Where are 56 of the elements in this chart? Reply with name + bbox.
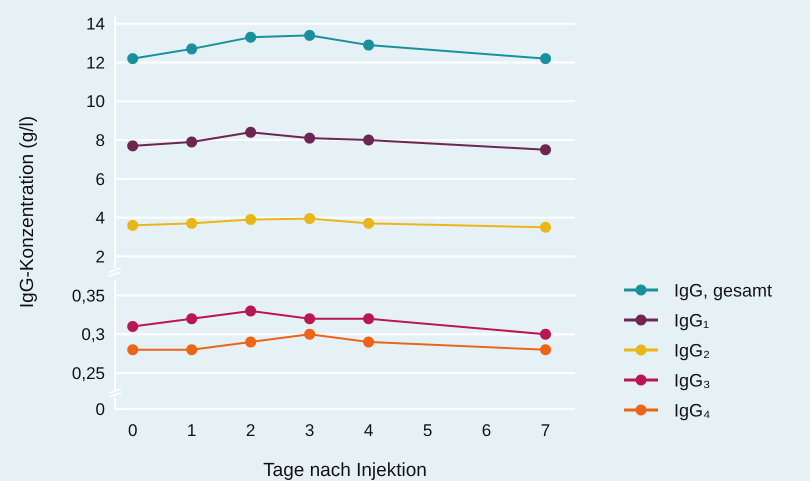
x-tick-label: 0 xyxy=(128,421,138,440)
x-axis-title: Tage nach Injektion xyxy=(263,460,427,481)
legend-label: IgG₃ xyxy=(674,370,710,390)
point xyxy=(363,218,374,229)
point xyxy=(304,132,316,144)
x-tick-label: 4 xyxy=(364,421,374,440)
point xyxy=(245,305,256,316)
point xyxy=(186,344,198,356)
x-tick-label: 1 xyxy=(186,421,196,440)
point xyxy=(127,320,138,332)
point xyxy=(127,140,138,152)
point xyxy=(304,313,316,324)
legend-label: IgG₁ xyxy=(674,310,710,330)
point xyxy=(540,328,552,340)
y-tick-label: 0,3 xyxy=(81,325,105,344)
y-tick-label: 12 xyxy=(86,53,105,72)
text: 0 xyxy=(96,400,105,419)
y-tick-label: 10 xyxy=(86,92,105,112)
point xyxy=(363,40,374,51)
y-tick-label: 0,25 xyxy=(72,364,105,383)
point xyxy=(127,220,138,231)
x-tick-label: 3 xyxy=(304,421,314,440)
point xyxy=(245,126,256,138)
point xyxy=(363,313,374,324)
legend-label: IgG₂ xyxy=(674,340,710,360)
x-tick-label: 6 xyxy=(482,421,492,440)
point xyxy=(304,328,316,340)
x-tick-label: 2 xyxy=(246,421,256,440)
point xyxy=(186,218,198,229)
legend-label: IgG₄ xyxy=(674,400,710,420)
x-tick-label: 7 xyxy=(540,421,550,440)
point xyxy=(540,222,552,233)
point xyxy=(363,336,374,348)
y-tick-label: 8 xyxy=(96,130,105,150)
point xyxy=(186,136,198,148)
point xyxy=(245,32,256,43)
point xyxy=(186,313,198,324)
point xyxy=(245,336,256,348)
point xyxy=(127,344,138,356)
point xyxy=(304,213,316,224)
point xyxy=(363,134,374,146)
point xyxy=(127,53,138,64)
point xyxy=(540,344,552,356)
legend-label: IgG, gesamt xyxy=(674,280,772,300)
y-tick-label: 6 xyxy=(96,170,105,189)
y-tick-label: 2 xyxy=(96,247,105,266)
point xyxy=(540,53,552,64)
y-tick-label: 4 xyxy=(96,208,105,228)
point xyxy=(245,214,256,226)
y-tick-label: 0,35 xyxy=(72,286,105,306)
point xyxy=(540,144,552,156)
y-axis-title: IgG-Konzentration (g/l) xyxy=(17,116,38,308)
x-tick-label: 5 xyxy=(422,421,432,440)
point xyxy=(186,43,198,54)
point xyxy=(304,30,316,41)
y-tick-label: 14 xyxy=(86,14,105,34)
